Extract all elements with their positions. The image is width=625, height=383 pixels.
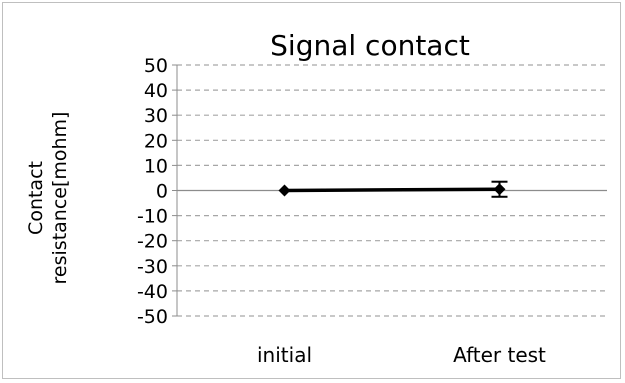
y-tick-label: -20 [137,231,168,253]
y-axis-label-line2: resistance[mohm] [49,112,71,285]
y-tick-label: -30 [137,256,168,278]
y-tick-label: -10 [137,206,168,228]
data-point-marker [278,184,291,197]
chart-title: Signal contact [270,29,470,62]
series-line [284,187,500,193]
y-axis-label: Contact resistance[mohm] [25,112,71,285]
y-tick-label: 10 [144,155,168,177]
y-tick-label: 20 [144,130,168,152]
series [278,180,508,198]
y-tick-labels: 50 40 30 20 10 0 -10 -20 -30 -40 -50 [137,55,168,328]
y-tick-label: 0 [156,181,168,203]
y-tick-label: 50 [144,55,168,77]
data-point-marker [493,183,506,196]
x-category-labels: initial After test [257,343,546,367]
x-category-label: After test [453,343,546,367]
y-axis-label-line1: Contact [25,161,47,235]
y-tick-label: -40 [137,281,168,303]
y-tick-label: -50 [137,306,168,328]
y-tick-label: 30 [144,105,168,127]
y-tick-label: 40 [144,80,168,102]
x-category-label: initial [257,343,312,367]
